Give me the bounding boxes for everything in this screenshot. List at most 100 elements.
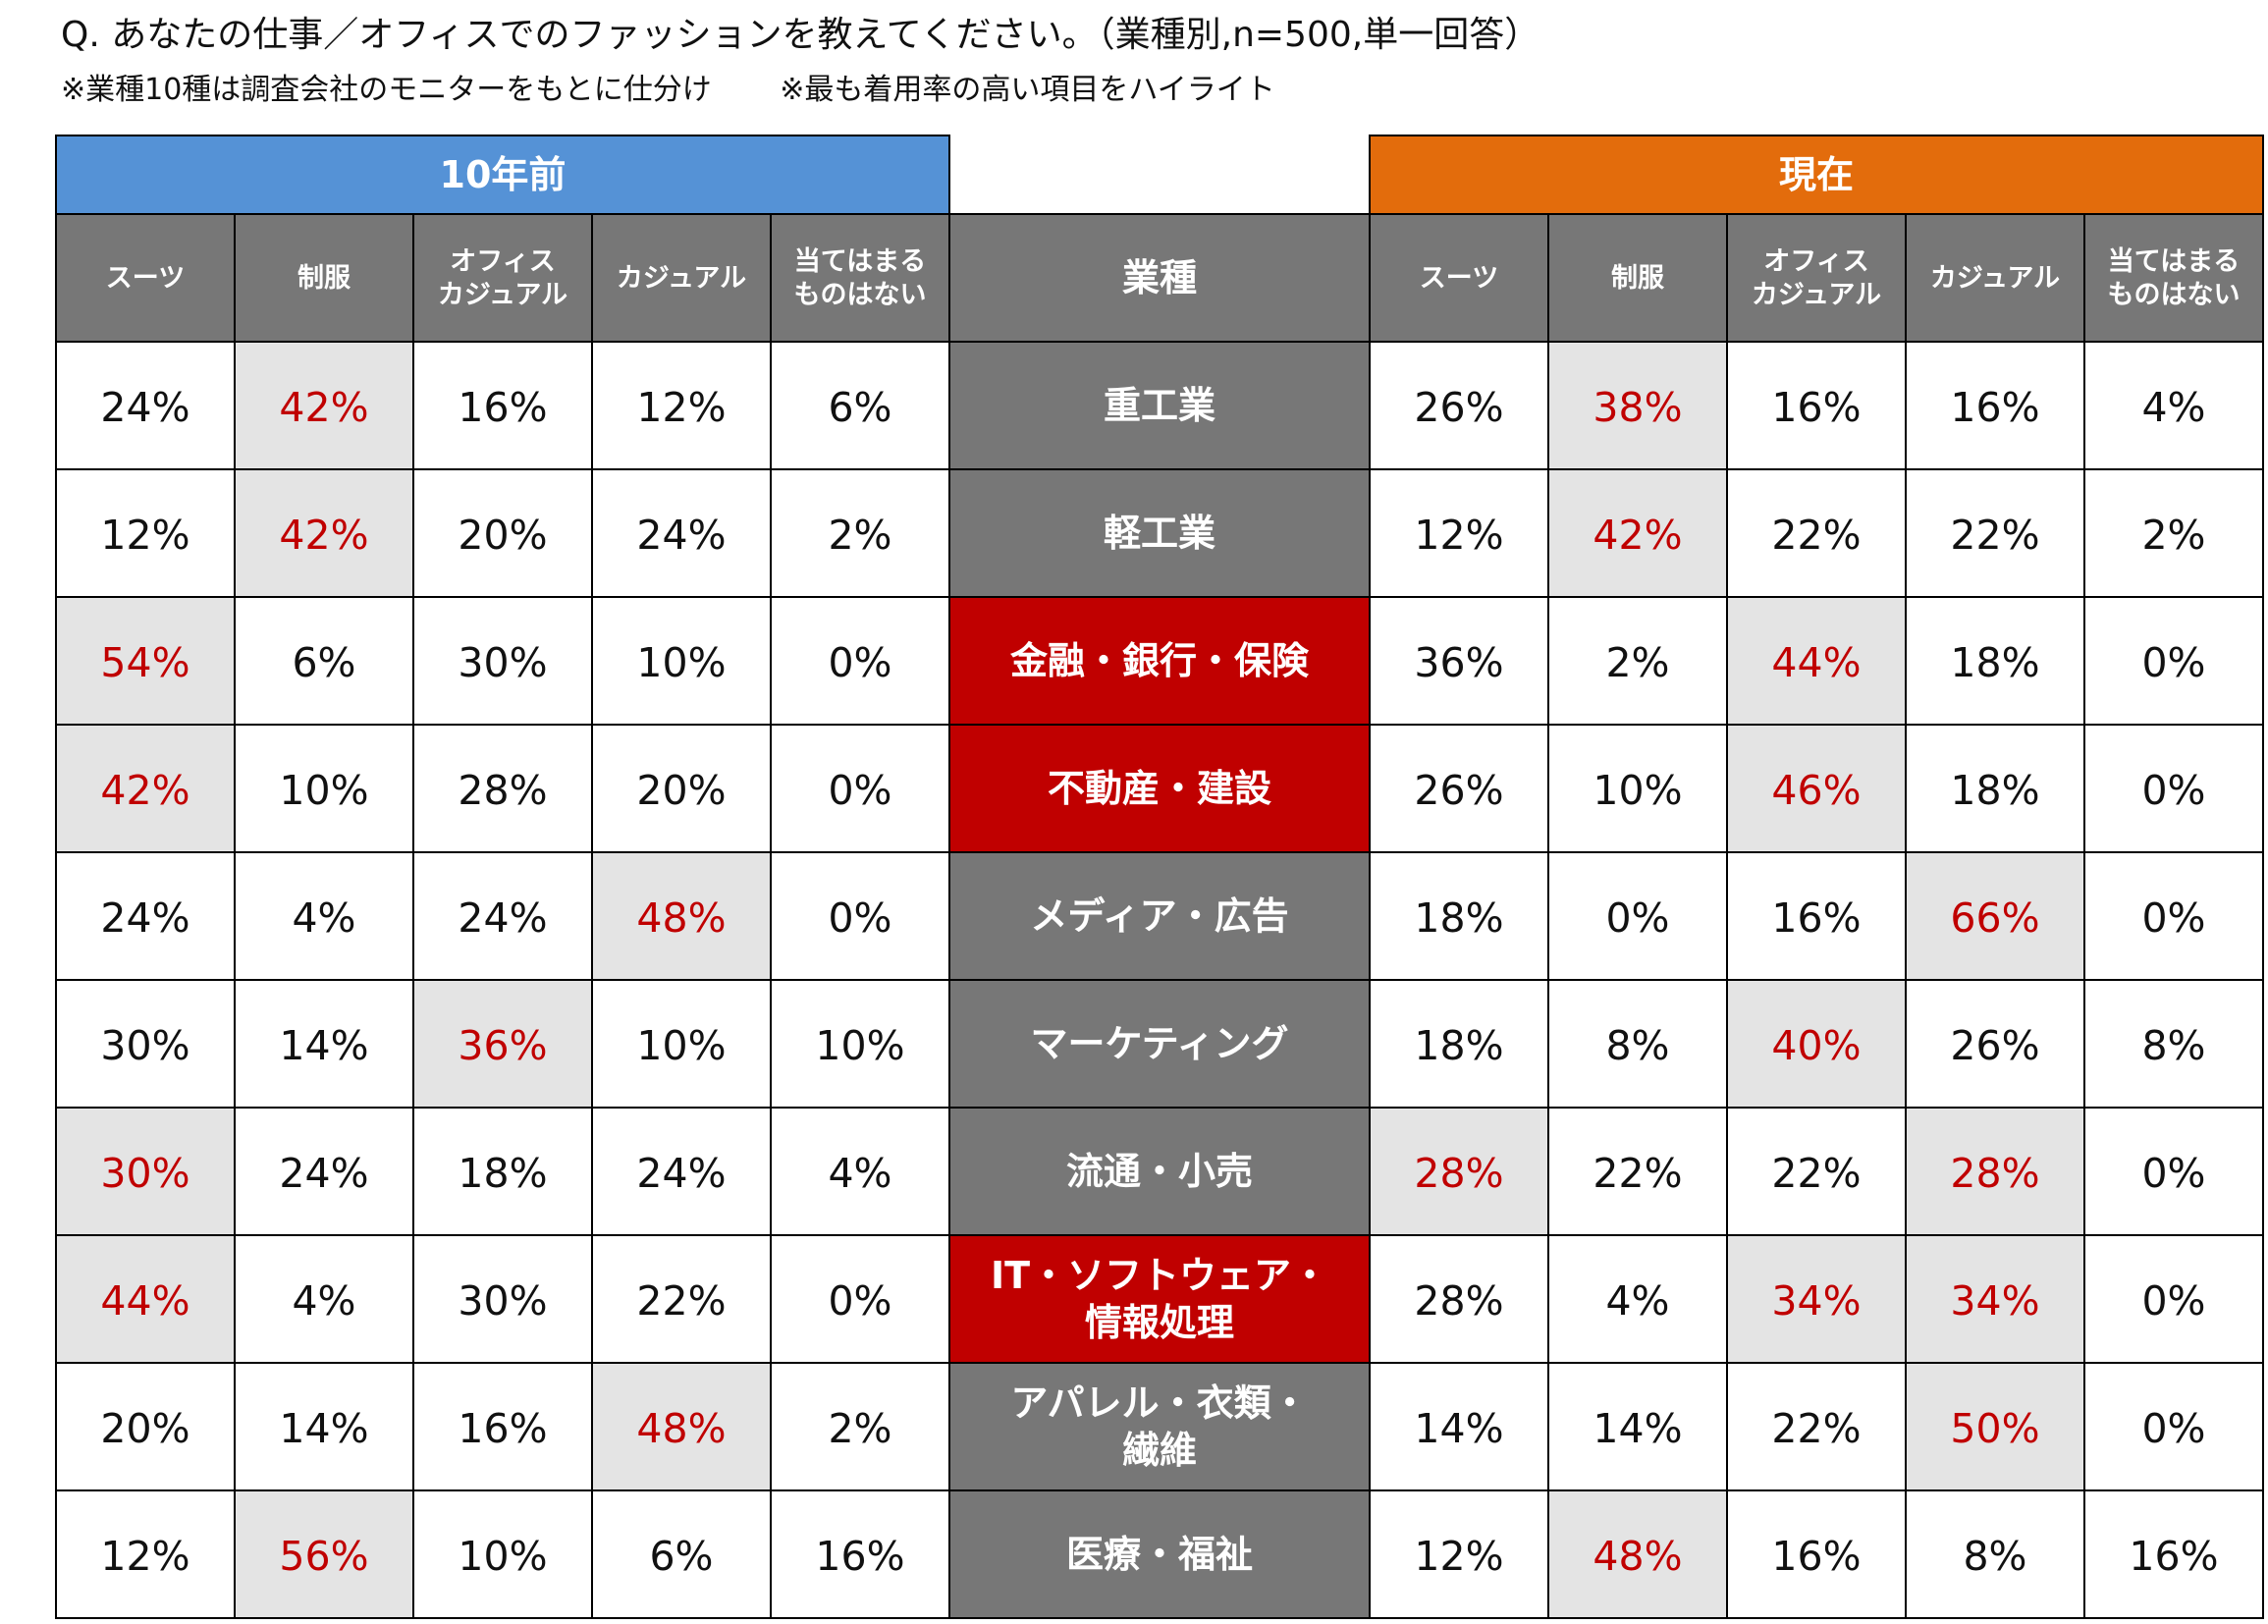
table-row: 42% 10% 28% 20% 0% 26% 10% 46% 18% 0% 不動産・建設	[55, 724, 2264, 853]
value-cell-past	[770, 724, 950, 853]
value-label-highlight: 34%	[1771, 1277, 1861, 1325]
industry-label: 軽工業	[1104, 512, 1215, 555]
value-label-highlight: 28%	[1414, 1150, 1503, 1197]
value-cell-past	[591, 1107, 772, 1236]
value-cell-now	[1547, 1362, 1728, 1491]
value-cell-now	[1905, 851, 2085, 981]
value-cell-now	[1905, 979, 2085, 1109]
value-label-highlight: 56%	[279, 1533, 368, 1580]
table-row: 12% 56% 10% 6% 16% 12% 48% 16% 8% 16% 医療・福祉	[55, 1489, 2264, 1619]
column-header-label: オフィスカジュアル	[438, 246, 567, 310]
value-cell-past	[591, 1362, 772, 1491]
value-label-highlight: 46%	[1771, 767, 1861, 814]
value-label: 20%	[100, 1405, 189, 1452]
value-label: 0%	[2141, 894, 2205, 942]
value-label: 22%	[1593, 1150, 1682, 1197]
value-label: 2%	[828, 512, 891, 559]
value-cell-past	[591, 724, 772, 853]
value-label: 16%	[1771, 384, 1861, 431]
value-cell-past	[55, 851, 236, 981]
value-label: 24%	[636, 512, 726, 559]
value-label: 10%	[1593, 767, 1682, 814]
value-label: 22%	[636, 1277, 726, 1325]
value-cell-now	[1369, 1489, 1549, 1619]
value-label: 4%	[2141, 384, 2205, 431]
value-label: 0%	[2141, 1405, 2205, 1452]
value-cell-now	[1547, 724, 1728, 853]
value-label: 8%	[1963, 1533, 2026, 1580]
value-label: 4%	[292, 1277, 355, 1325]
value-cell-past	[55, 341, 236, 470]
value-cell-now	[2083, 596, 2264, 726]
value-label: 28%	[1414, 1277, 1503, 1325]
value-label: 10%	[458, 1533, 547, 1580]
value-label: 36%	[1414, 639, 1503, 686]
group-header-past-bg	[55, 135, 950, 215]
value-label: 26%	[1414, 384, 1503, 431]
value-cell-past	[55, 1489, 236, 1619]
column-header-label: スーツ	[1420, 263, 1498, 294]
value-label: 12%	[1414, 1533, 1503, 1580]
value-label-highlight: 54%	[100, 639, 189, 686]
value-cell-past	[55, 979, 236, 1109]
industry-cell	[948, 1489, 1371, 1619]
value-cell-past	[412, 851, 593, 981]
industry-label: マーケティング	[1031, 1022, 1289, 1065]
value-label: 14%	[279, 1022, 368, 1069]
value-label-highlight: 30%	[100, 1150, 189, 1197]
value-cell-past	[770, 979, 950, 1109]
value-label: 30%	[458, 639, 547, 686]
value-label: 4%	[828, 1150, 891, 1197]
value-label: 30%	[458, 1277, 547, 1325]
industry-label: 不動産・建設	[1048, 767, 1271, 810]
value-label-highlight: 36%	[458, 1022, 547, 1069]
value-label: 14%	[1593, 1405, 1682, 1452]
industry-cell	[948, 979, 1371, 1109]
value-label: 10%	[636, 1022, 726, 1069]
column-header-label: 当てはまるものはない	[794, 246, 927, 310]
value-label: 4%	[1605, 1277, 1669, 1325]
value-label: 18%	[1950, 767, 2039, 814]
value-cell-now	[1369, 341, 1549, 470]
value-cell-past	[234, 596, 414, 726]
value-cell-now	[2083, 851, 2264, 981]
value-label: 16%	[1950, 384, 2039, 431]
value-cell-past	[770, 341, 950, 470]
group-header-past-label: 10年前	[440, 153, 567, 196]
value-label-highlight: 44%	[1771, 639, 1861, 686]
question-title: Q. あなたの仕事／オフィスでのファッションを教えてください。（業種別,n=50…	[61, 15, 1540, 55]
value-cell-past	[234, 851, 414, 981]
value-cell-now	[1726, 341, 1907, 470]
value-cell-now	[1547, 341, 1728, 470]
value-label-highlight: 28%	[1950, 1150, 2039, 1197]
value-cell-now	[1369, 1362, 1549, 1491]
value-cell-now	[2083, 1362, 2264, 1491]
group-header-now: 現在	[1369, 135, 2264, 215]
value-label: 24%	[279, 1150, 368, 1197]
value-label: 12%	[100, 1533, 189, 1580]
value-cell-now	[1547, 1489, 1728, 1619]
column-headers: スーツ 制服 オフィスカジュアル カジュアル 当てはまるものはない スーツ 制服 オフィスカジ…	[55, 213, 2264, 343]
column-header-label: 当てはまるものはない	[2108, 246, 2241, 310]
value-label: 18%	[1414, 894, 1503, 942]
value-label: 6%	[828, 384, 891, 431]
value-label: 10%	[279, 767, 368, 814]
value-label: 16%	[458, 1405, 547, 1452]
value-label: 20%	[636, 767, 726, 814]
value-cell-past	[55, 1234, 236, 1364]
value-cell-past	[591, 979, 772, 1109]
value-label-highlight: 66%	[1950, 894, 2039, 942]
value-cell-now	[1905, 341, 2085, 470]
value-label: 12%	[636, 384, 726, 431]
industry-label: 流通・小売	[1066, 1150, 1253, 1193]
value-cell-past	[412, 1489, 593, 1619]
column-header-label: 制服	[1611, 263, 1665, 294]
value-cell-past	[234, 1489, 414, 1619]
value-cell-past	[234, 1234, 414, 1364]
value-label: 16%	[2129, 1533, 2218, 1580]
value-cell-now	[1726, 596, 1907, 726]
value-cell-past	[591, 1234, 772, 1364]
value-label-highlight: 50%	[1950, 1405, 2039, 1452]
value-label-highlight: 42%	[1593, 512, 1682, 559]
